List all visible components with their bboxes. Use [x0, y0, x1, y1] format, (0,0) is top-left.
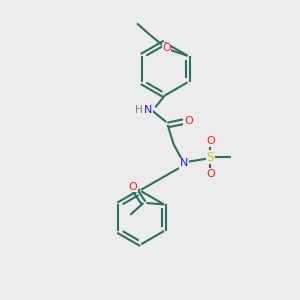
Text: N: N: [144, 105, 153, 115]
Text: S: S: [207, 151, 214, 164]
Text: H: H: [135, 105, 143, 115]
Text: O: O: [184, 116, 193, 126]
Text: O: O: [206, 136, 215, 146]
Text: N: N: [180, 158, 188, 168]
Text: O: O: [206, 169, 215, 178]
Text: O: O: [162, 44, 171, 53]
Text: O: O: [129, 182, 138, 192]
